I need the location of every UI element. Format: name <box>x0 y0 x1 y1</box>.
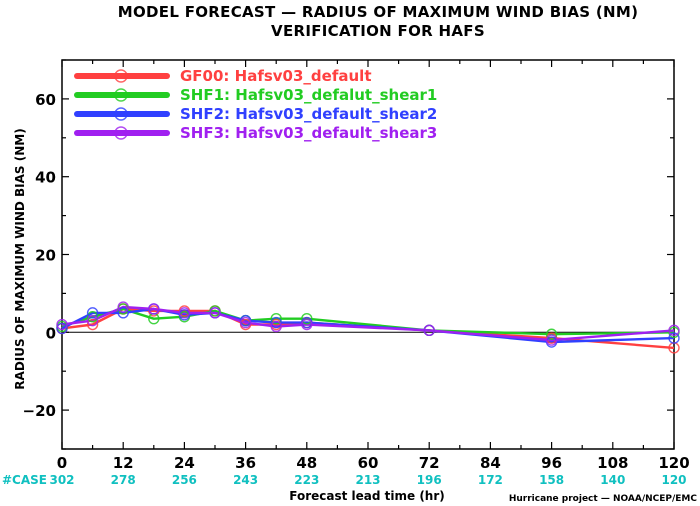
series-point <box>545 328 558 340</box>
plot-area: −20 0 20 40 60 0 12 24 36 48 60 72 84 96 108 120 302 278 2… <box>23 59 690 487</box>
series-point <box>270 316 282 329</box>
series-point <box>86 307 99 319</box>
case-count: 213 <box>355 473 380 487</box>
series-point <box>117 307 129 319</box>
legend-marker <box>114 126 128 140</box>
credit-text: Hurricane project — NOAA/NCEP/EMC <box>509 494 698 504</box>
y-tick-label: 40 <box>35 169 56 187</box>
legend-entry: GF00: Hafsv03_default <box>180 67 371 85</box>
series-point <box>86 311 99 323</box>
case-count: 158 <box>539 473 564 487</box>
case-count: 223 <box>294 473 319 487</box>
case-label: #CASE <box>2 473 47 487</box>
x-tick-label: 108 <box>597 454 628 472</box>
case-count: 120 <box>661 473 686 487</box>
case-count: 140 <box>600 473 625 487</box>
series-point <box>301 318 313 331</box>
series-point <box>86 318 99 331</box>
legend-entry: SHF3: Hafsv03_default_shear3 <box>180 124 437 142</box>
x-tick-label: 48 <box>296 454 317 472</box>
series-point <box>270 320 282 333</box>
legend-entry: SHF2: Hafsv03_default_shear2 <box>180 105 437 123</box>
y-axis-label: RADIUS OF MAXIMUM WIND BIAS (NM) <box>13 128 27 389</box>
legend-entry: SHF1: Hafsv03_defalut_shear1 <box>180 86 437 104</box>
case-count: 278 <box>111 473 136 487</box>
x-tick-label: 84 <box>480 454 501 472</box>
legend-marker <box>114 69 128 83</box>
legend-marker <box>114 88 128 102</box>
x-axis-label: Forecast lead time (hr) <box>289 489 445 503</box>
chart-subtitle: VERIFICATION FOR HAFS <box>271 22 485 40</box>
case-count: 256 <box>172 473 197 487</box>
series-point <box>178 307 191 319</box>
case-count: 243 <box>233 473 258 487</box>
series-point <box>301 312 313 325</box>
series-point <box>239 316 252 329</box>
series-point <box>56 318 68 331</box>
y-tick-label: 20 <box>35 247 56 265</box>
series-point <box>270 312 282 325</box>
x-tick-label: 0 <box>57 454 67 472</box>
x-tick-label: 24 <box>174 454 195 472</box>
case-count: 172 <box>478 473 503 487</box>
series-point <box>423 324 435 337</box>
case-count: 302 <box>49 473 74 487</box>
case-count: 196 <box>417 473 442 487</box>
y-tick-label: 60 <box>35 91 56 109</box>
series-line <box>61 307 675 336</box>
series-point <box>668 332 680 344</box>
x-tick-label: 96 <box>541 454 562 472</box>
series-point <box>148 303 160 315</box>
y-tick-label: 0 <box>46 324 56 342</box>
series-point <box>117 301 129 313</box>
y-tick-label: −20 <box>23 402 56 420</box>
series-point <box>86 314 99 327</box>
legend-marker <box>114 107 128 121</box>
series-point <box>56 322 68 335</box>
chart-title: MODEL FORECAST — RADIUS OF MAXIMUM WIND … <box>118 3 639 21</box>
series-point <box>545 334 558 346</box>
x-tick-label: 36 <box>235 454 256 472</box>
series-point <box>668 324 680 337</box>
series-point <box>209 307 221 319</box>
x-tick-label: 120 <box>658 454 689 472</box>
x-tick-label: 60 <box>358 454 379 472</box>
x-tick-label: 12 <box>113 454 134 472</box>
x-tick-label: 72 <box>419 454 440 472</box>
